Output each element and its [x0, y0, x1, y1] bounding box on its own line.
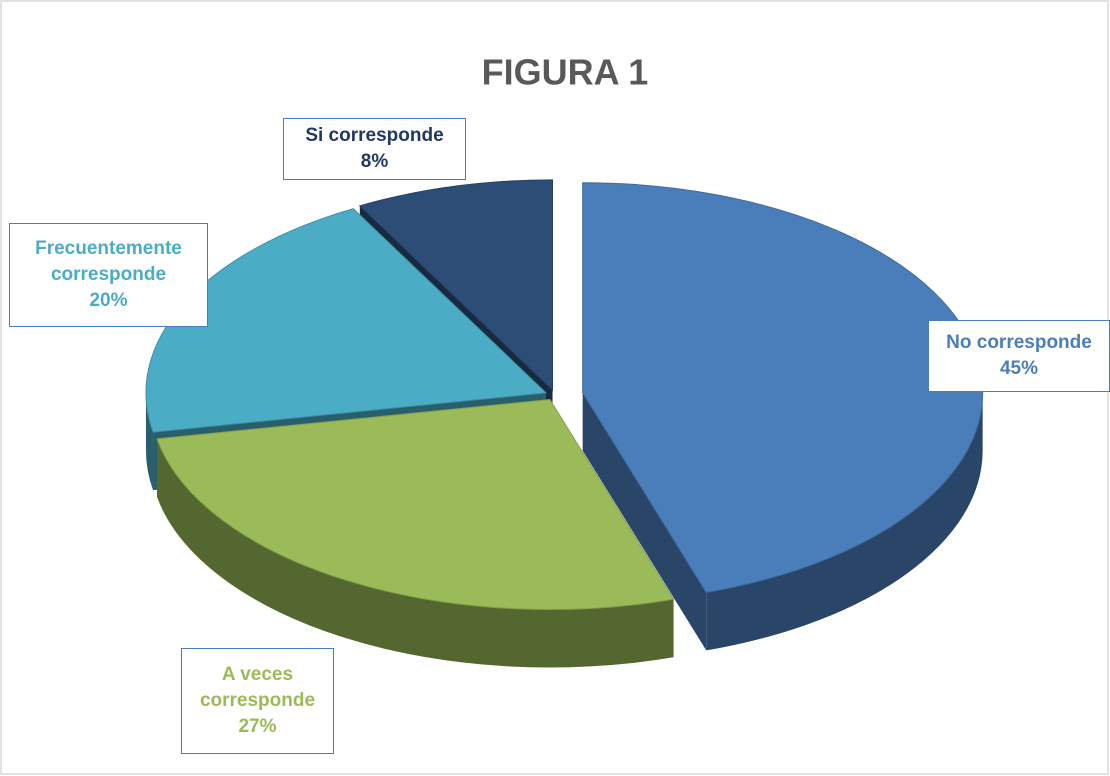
label-value: 20%: [89, 290, 128, 311]
pie-slice-wall: [582, 392, 707, 651]
data-label: Si corresponde 8%: [283, 118, 466, 180]
data-label: Frecuentemente corresponde 20%: [9, 223, 208, 327]
label-category: A veces corresponde: [199, 664, 316, 711]
label-category: Frecuentemente corresponde: [35, 238, 182, 285]
pie-slice: [358, 179, 554, 392]
pie-slice-side: [145, 392, 154, 491]
label-value: 27%: [238, 716, 277, 737]
label-value: 8%: [360, 151, 389, 172]
pie-slice-side: [706, 392, 983, 651]
label-category: Si corresponde: [305, 125, 444, 146]
data-label: No corresponde 45%: [928, 320, 1110, 392]
data-label: A veces corresponde 27%: [181, 648, 334, 754]
pie-slice-side: [156, 438, 674, 668]
label-category: No corresponde: [946, 332, 1092, 353]
pie-slice: [156, 398, 675, 610]
label-value: 45%: [999, 358, 1039, 379]
chart-title: FIGURA 1: [482, 52, 649, 93]
